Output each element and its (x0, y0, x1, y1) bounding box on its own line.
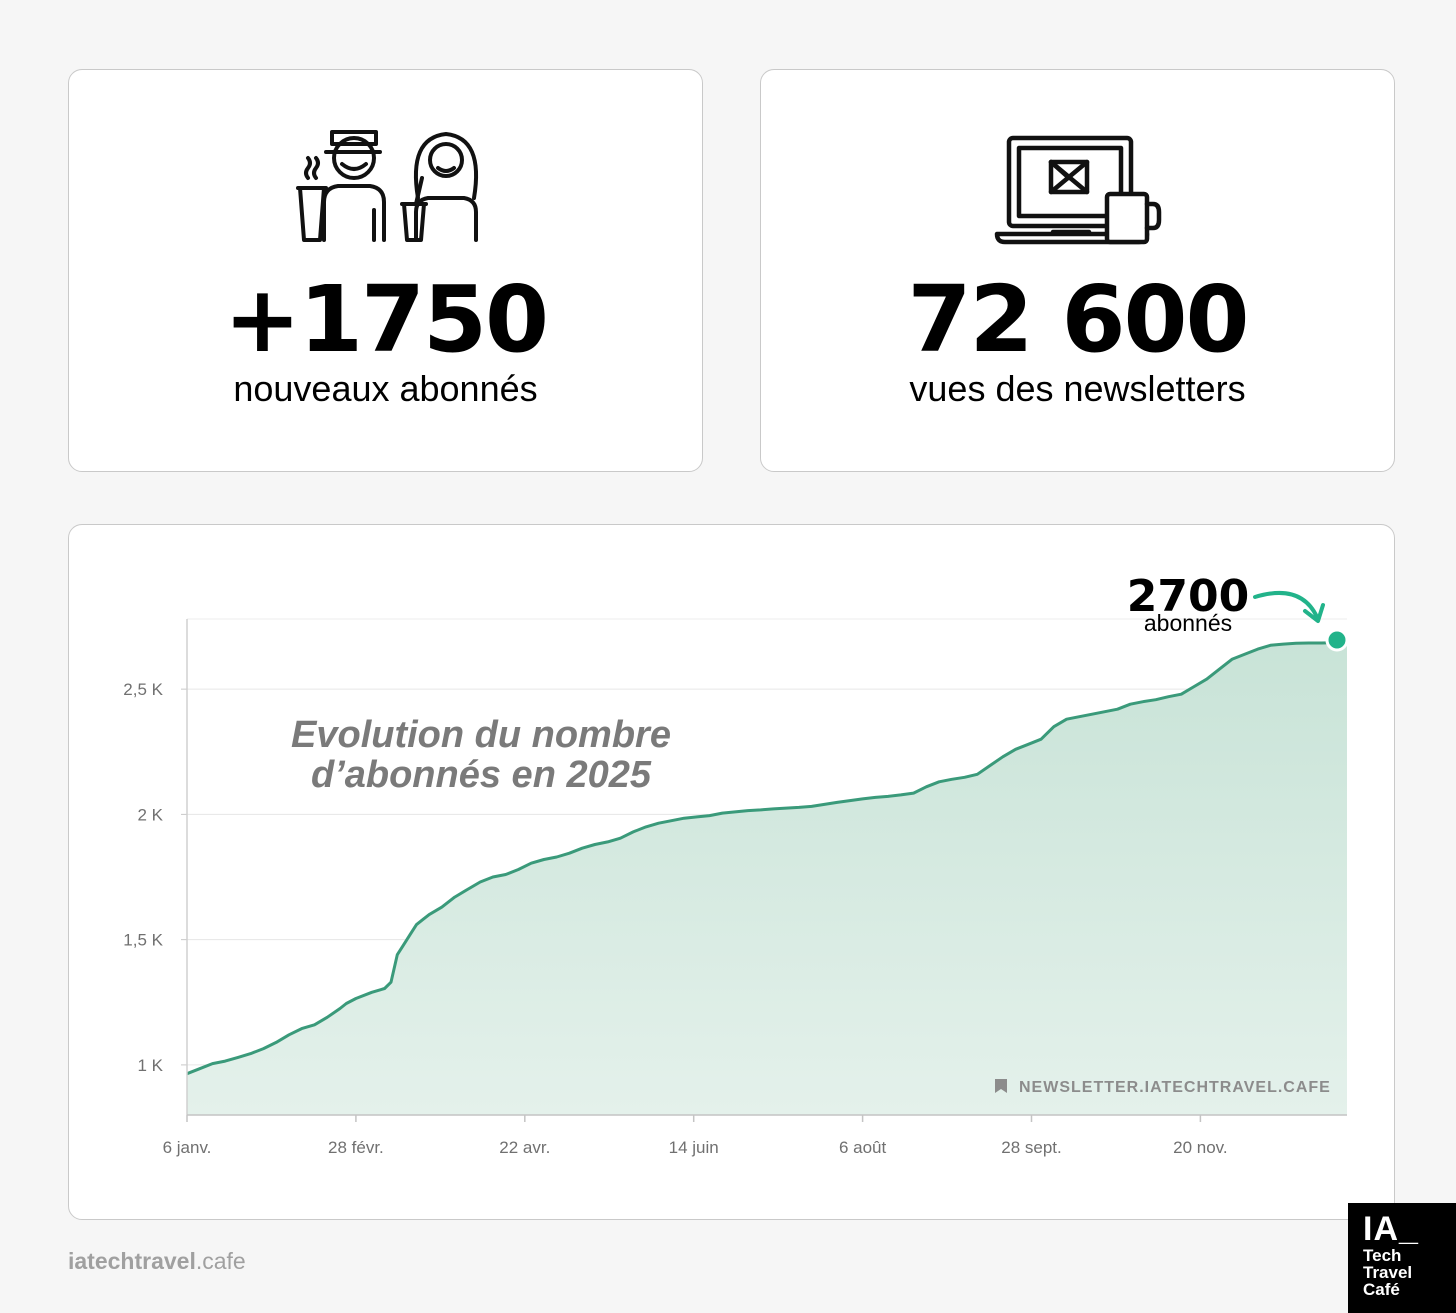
x-tick-label: 28 févr. (328, 1138, 384, 1157)
y-tick-label: 1,5 K (123, 931, 163, 950)
chart-title-line-1: Evolution du nombre (291, 714, 671, 756)
new-subscribers-label: nouveaux abonnés (233, 368, 538, 409)
y-tick-label: 2 K (137, 805, 163, 824)
chart-card: 1 K 1,5 K 2 K 2,5 K 6 janv. 28 févr. 22 avr. 14… (68, 524, 1395, 1220)
series-area (187, 639, 1347, 1115)
annotation-value: 2700 (1127, 571, 1249, 622)
chart-title-line-2: d’abonnés en 2025 (311, 754, 652, 796)
footer-site-rest: .cafe (195, 1248, 246, 1274)
people-with-coffee-icon (295, 130, 478, 242)
annotation-label: abonnés (1144, 610, 1232, 636)
latest-value-marker (1325, 628, 1349, 652)
series-line (186, 637, 1348, 1076)
logo-line-3: Travel (1363, 1263, 1413, 1282)
stat-card-subscribers: +1750 nouveaux abonnés (68, 69, 703, 472)
x-tick-label: 6 août (839, 1138, 887, 1157)
newsletter-views-value: 72 600 (907, 266, 1249, 373)
y-tick-label: 1 K (137, 1056, 163, 1075)
x-tick-label: 14 juin (669, 1138, 719, 1157)
logo-line-1: IA_ (1363, 1210, 1419, 1248)
brand-logo: IA_ Tech Travel Café (1348, 1203, 1456, 1313)
watermark: NEWSLETTER.IATECHTRAVEL.CAFE (995, 1079, 1331, 1096)
x-tick-label: 20 nov. (1173, 1138, 1228, 1157)
annotation-arrow-icon (1253, 591, 1325, 623)
y-tick-label: 2,5 K (123, 680, 163, 699)
footer-site: iatechtravel.cafe (68, 1248, 246, 1275)
subscribers-chart: 1 K 1,5 K 2 K 2,5 K 6 janv. 28 févr. 22 avr. 14… (123, 571, 1349, 1157)
footer-site-bold: iatechtravel (68, 1248, 196, 1274)
new-subscribers-value: +1750 (223, 266, 549, 373)
bookmark-icon (995, 1079, 1007, 1093)
stat-card-views: 72 600 vues des newsletters (760, 69, 1395, 472)
logo-line-4: Café (1363, 1280, 1400, 1299)
logo-line-2: Tech (1363, 1246, 1402, 1265)
x-tick-label: 22 avr. (499, 1138, 550, 1157)
x-tick-label: 28 sept. (1001, 1138, 1062, 1157)
laptop-mail-mug-icon (994, 135, 1161, 245)
x-tick-label: 6 janv. (163, 1138, 212, 1157)
newsletter-views-label: vues des newsletters (909, 368, 1246, 409)
watermark-text: NEWSLETTER.IATECHTRAVEL.CAFE (1019, 1079, 1331, 1096)
